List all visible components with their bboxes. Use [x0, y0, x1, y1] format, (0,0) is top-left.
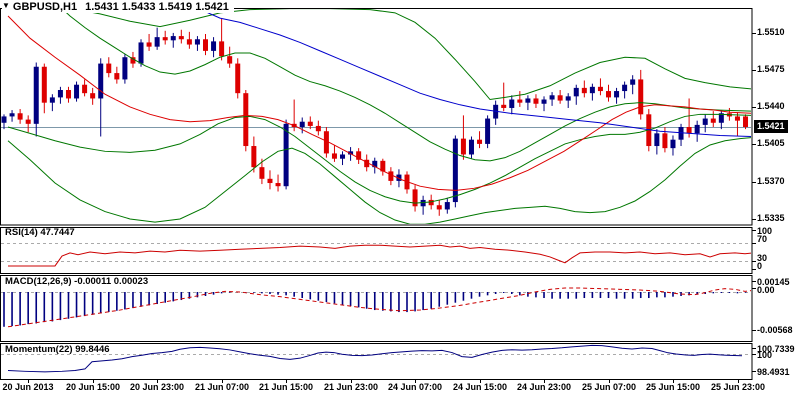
rsi-tick: 30 — [757, 253, 768, 263]
time-tick: 24 Jun 15:00 — [452, 382, 508, 392]
macd-tick: 0.00145 — [757, 277, 790, 287]
time-tick: 20 Jun 23:00 — [129, 382, 185, 392]
rsi-label: RSI(14) 47.7447 — [5, 227, 75, 238]
time-tick: 24 Jun 07:00 — [387, 382, 443, 392]
ohlc-values: 1.5431 1.5433 1.5419 1.5421 — [85, 1, 229, 13]
momentum-tick: 98.4931 — [757, 367, 790, 377]
time-tick: 25 Jun 15:00 — [645, 382, 701, 392]
time-tick: 21 Jun 07:00 — [194, 382, 250, 392]
symbol-timeframe: GBPUSD,H1 — [12, 1, 78, 13]
rsi-tick: 100 — [757, 226, 773, 236]
momentum-label: Momentum(22) 99.8446 — [5, 344, 110, 355]
time-tick: 25 Jun 07:00 — [581, 382, 637, 392]
price-tick: 1.5335 — [757, 213, 785, 223]
rsi-tick: 0 — [757, 261, 763, 271]
chart-title: ▼ GBPUSD,H1 1.5431 1.5433 1.5419 1.5421 — [2, 1, 234, 13]
macd-tick: -0.00568 — [757, 325, 793, 335]
macd-label: MACD(12,26,9) -0.00011 0.00023 — [5, 276, 149, 287]
current-price-badge: 1.5421 — [754, 120, 788, 133]
time-tick: 20 Jun 15:00 — [65, 382, 121, 392]
price-tick: 1.5370 — [757, 176, 785, 186]
time-tick: 24 Jun 23:00 — [516, 382, 572, 392]
time-tick: 20 Jun 2013 — [2, 382, 54, 392]
momentum-tick: 100.7339 — [757, 344, 795, 354]
rsi-tick: 70 — [757, 234, 768, 244]
price-tick: 1.5475 — [757, 64, 785, 74]
time-tick: 21 Jun 23:00 — [323, 382, 379, 392]
price-tick: 1.5440 — [757, 101, 785, 111]
macd-tick: 0.00 — [757, 285, 775, 295]
time-tick: 25 Jun 23:00 — [710, 382, 766, 392]
symbol-dropdown-icon[interactable]: ▼ — [2, 1, 10, 10]
price-tick: 1.5510 — [757, 27, 785, 37]
time-tick: 21 Jun 15:00 — [258, 382, 314, 392]
momentum-tick: 100 — [757, 350, 773, 360]
price-tick: 1.5405 — [757, 138, 785, 148]
